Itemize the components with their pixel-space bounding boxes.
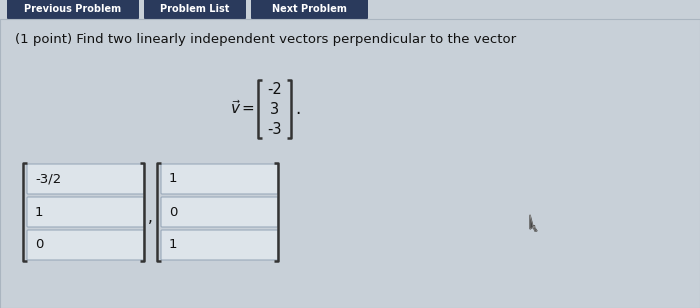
Text: -2: -2: [267, 82, 282, 96]
Text: .: .: [295, 100, 300, 118]
FancyBboxPatch shape: [0, 19, 700, 308]
Text: $\vec{v}=$: $\vec{v}=$: [230, 99, 255, 117]
FancyBboxPatch shape: [27, 230, 144, 260]
Text: 3: 3: [270, 102, 279, 116]
Text: Next Problem: Next Problem: [272, 4, 347, 14]
Text: 0: 0: [35, 238, 43, 252]
FancyBboxPatch shape: [161, 164, 278, 194]
FancyBboxPatch shape: [161, 230, 278, 260]
FancyBboxPatch shape: [161, 197, 278, 227]
Text: 1: 1: [169, 172, 178, 185]
Text: -3: -3: [267, 121, 281, 136]
FancyBboxPatch shape: [27, 197, 144, 227]
Text: Problem List: Problem List: [160, 4, 230, 14]
Text: ,: ,: [148, 210, 153, 225]
Text: 1: 1: [35, 205, 43, 218]
Text: -3/2: -3/2: [35, 172, 62, 185]
Text: (1 point) Find two linearly independent vectors perpendicular to the vector: (1 point) Find two linearly independent …: [15, 33, 516, 46]
Text: 0: 0: [169, 205, 177, 218]
Text: 1: 1: [169, 238, 178, 252]
FancyBboxPatch shape: [27, 164, 144, 194]
FancyBboxPatch shape: [144, 0, 246, 19]
Text: Previous Problem: Previous Problem: [25, 4, 122, 14]
FancyBboxPatch shape: [251, 0, 368, 19]
FancyBboxPatch shape: [7, 0, 139, 19]
Polygon shape: [530, 215, 537, 231]
